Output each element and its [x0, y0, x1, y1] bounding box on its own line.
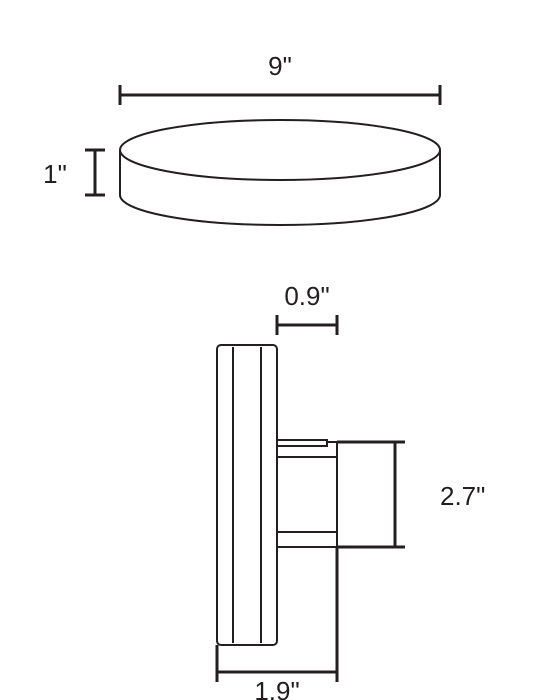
dim-width-9in: 9" — [120, 51, 440, 105]
top-view — [120, 120, 440, 225]
side-view — [217, 345, 337, 645]
dim-height-2-7in: 2.7" — [337, 442, 485, 547]
svg-text:1": 1" — [43, 159, 67, 189]
dim-height-1in: 1" — [43, 150, 105, 195]
svg-text:9": 9" — [268, 51, 292, 81]
dim-width-0-9in: 0.9" — [277, 281, 337, 335]
svg-text:0.9": 0.9" — [284, 281, 329, 311]
svg-text:2.7": 2.7" — [440, 481, 485, 511]
svg-text:1.9": 1.9" — [254, 676, 299, 700]
